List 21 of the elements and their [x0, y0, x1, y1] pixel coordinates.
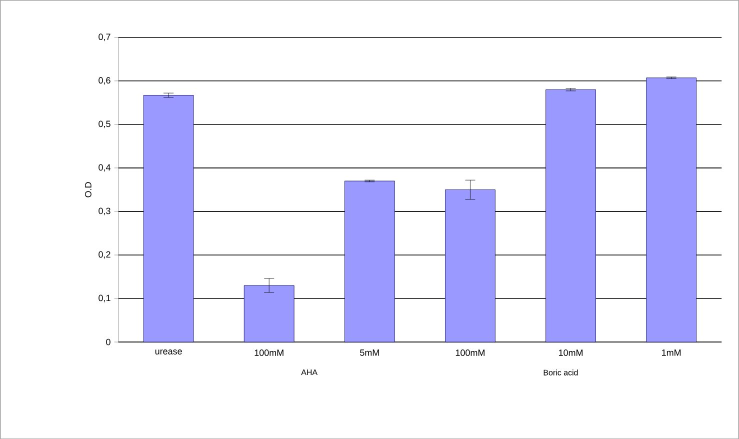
bar — [546, 89, 596, 342]
bar — [344, 180, 395, 342]
y-tick-label: 0,4 — [98, 164, 110, 172]
y-axis-title: O.D — [85, 182, 92, 198]
bar — [244, 285, 294, 342]
x-tick-label: 5mM — [360, 349, 379, 356]
x-tick-label: 100mM — [456, 349, 484, 356]
bar — [646, 77, 696, 342]
y-tick-label: 0,3 — [98, 208, 110, 216]
y-tick-label: 0,6 — [98, 77, 110, 84]
y-tick-label: 0,2 — [98, 251, 110, 259]
y-tick-label: 0,7 — [98, 33, 110, 41]
y-tick-label: 0 — [106, 338, 110, 346]
bar — [143, 94, 194, 342]
y-tick-label: 0,1 — [98, 294, 110, 302]
y-tick-label: 0,5 — [98, 120, 110, 128]
x-tick-label: urease — [155, 349, 182, 354]
x-tick-label: 1mM — [662, 349, 681, 356]
x-tick-label: 10mM — [558, 349, 583, 356]
bar — [445, 189, 496, 342]
x-tick-label: 100mM — [254, 349, 284, 356]
